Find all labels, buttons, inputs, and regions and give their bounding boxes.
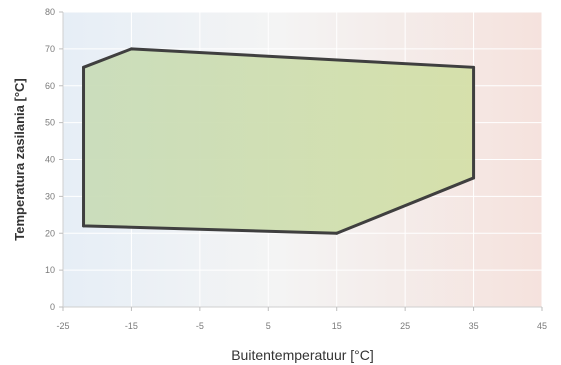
y-tick-label: 70	[45, 44, 55, 54]
x-tick-label: -25	[56, 321, 69, 331]
data-layer	[82, 47, 476, 235]
y-tick-label: 80	[45, 7, 55, 17]
data-point	[82, 224, 86, 228]
data-point	[472, 65, 476, 69]
x-tick-label: 35	[469, 321, 479, 331]
x-tick-label: -5	[196, 321, 204, 331]
x-tick-label: 45	[537, 321, 547, 331]
x-tick-label: 25	[400, 321, 410, 331]
x-tick-label: -15	[125, 321, 138, 331]
data-point	[472, 176, 476, 180]
x-tick-label: 5	[266, 321, 271, 331]
y-tick-label: 40	[45, 155, 55, 165]
y-tick-label: 60	[45, 81, 55, 91]
y-tick-label: 0	[50, 302, 55, 312]
axes: 0 10 20 30 40 50 60 70 80 -25 -15 -5 5 15 25 35 45	[45, 7, 547, 331]
data-point	[129, 47, 133, 51]
y-tick-label: 30	[45, 191, 55, 201]
data-point	[82, 65, 86, 69]
data-point	[335, 231, 339, 235]
x-axis-title: Buitentemperatuur [°C]	[231, 347, 374, 363]
y-tick-label: 20	[45, 228, 55, 238]
y-tick-label: 50	[45, 118, 55, 128]
y-axis-title: Temperatura zasilania [°C]	[12, 78, 27, 240]
x-tick-label: 15	[332, 321, 342, 331]
y-tick-label: 10	[45, 265, 55, 275]
